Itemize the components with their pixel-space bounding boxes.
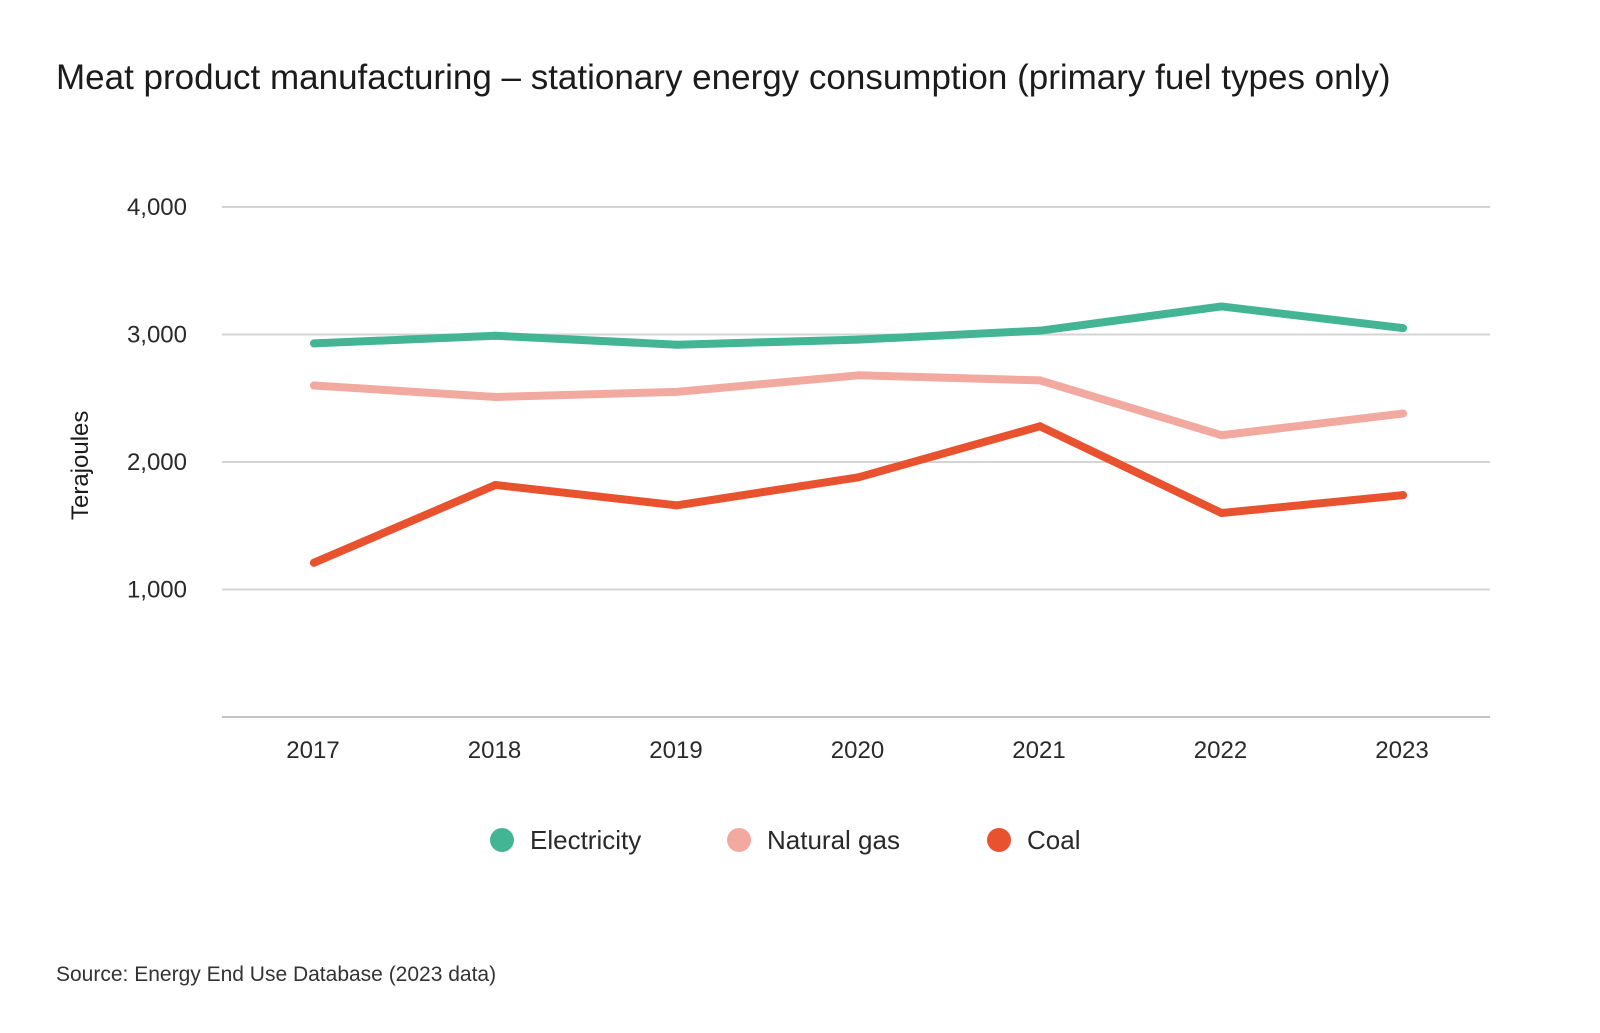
x-tick-label: 2018: [468, 737, 521, 764]
x-tick-label: 2019: [649, 737, 702, 764]
legend: Electricity Natural gas Coal: [0, 820, 1600, 860]
data-point-electricity: [673, 340, 681, 349]
legend-swatch-natural-gas: [727, 828, 751, 852]
y-tick-label: 2,000: [127, 449, 187, 476]
legend-label-coal: Coal: [1027, 824, 1081, 855]
x-tick-label: 2020: [831, 737, 884, 764]
data-point-natural-gas: [1217, 431, 1226, 440]
legend-item-natural-gas[interactable]: Natural gas: [727, 820, 900, 860]
data-point-electricity: [1399, 324, 1407, 333]
data-point-coal: [310, 558, 318, 567]
legend-item-coal[interactable]: Coal: [987, 820, 1080, 860]
data-point-electricity: [310, 339, 318, 348]
y-axis-label: Terajoules: [67, 410, 94, 520]
data-point-natural-gas: [673, 387, 681, 396]
data-point-natural-gas: [491, 392, 500, 401]
data-point-coal: [673, 501, 681, 510]
data-point-electricity: [1036, 326, 1044, 335]
y-tick-label: 1,000: [127, 577, 187, 604]
legend-item-electricity[interactable]: Electricity: [490, 820, 641, 860]
legend-label-natural-gas: Natural gas: [767, 824, 900, 855]
legend-swatch-coal: [987, 828, 1011, 852]
y-tick-label: 3,000: [127, 322, 187, 349]
data-point-coal: [1217, 509, 1226, 517]
chart-title: Meat product manufacturing – stationary …: [56, 58, 1391, 97]
x-axis-ticks: 2017 2018 2019 2020 2021 2022 2023: [286, 737, 1428, 764]
data-point-natural-gas: [854, 371, 863, 380]
x-tick-label: 2023: [1375, 737, 1428, 764]
data-point-coal: [1036, 422, 1044, 431]
x-tick-label: 2017: [286, 737, 339, 764]
data-point-natural-gas: [1399, 409, 1407, 418]
data-point-natural-gas: [310, 381, 318, 390]
data-point-electricity: [854, 335, 863, 344]
y-tick-label: 4,000: [127, 194, 187, 221]
y-axis-ticks: 1,000 2,000 3,000 4,000: [127, 194, 187, 604]
legend-swatch-electricity: [490, 828, 514, 852]
data-point-coal: [854, 473, 863, 482]
grid-lines: [222, 206, 1490, 718]
data-point-electricity: [491, 331, 500, 340]
data-point-coal: [491, 480, 500, 489]
series-line-coal: [310, 422, 1407, 567]
x-tick-label: 2022: [1194, 737, 1247, 764]
data-point-electricity: [1217, 302, 1226, 311]
source-note: Source: Energy End Use Database (2023 da…: [56, 963, 497, 986]
series-lines: [310, 302, 1407, 567]
series-line-natural-gas: [310, 371, 1407, 440]
data-point-natural-gas: [1036, 376, 1044, 385]
x-tick-label: 2021: [1012, 737, 1065, 764]
legend-label-electricity: Electricity: [530, 824, 642, 855]
data-point-coal: [1399, 491, 1407, 500]
